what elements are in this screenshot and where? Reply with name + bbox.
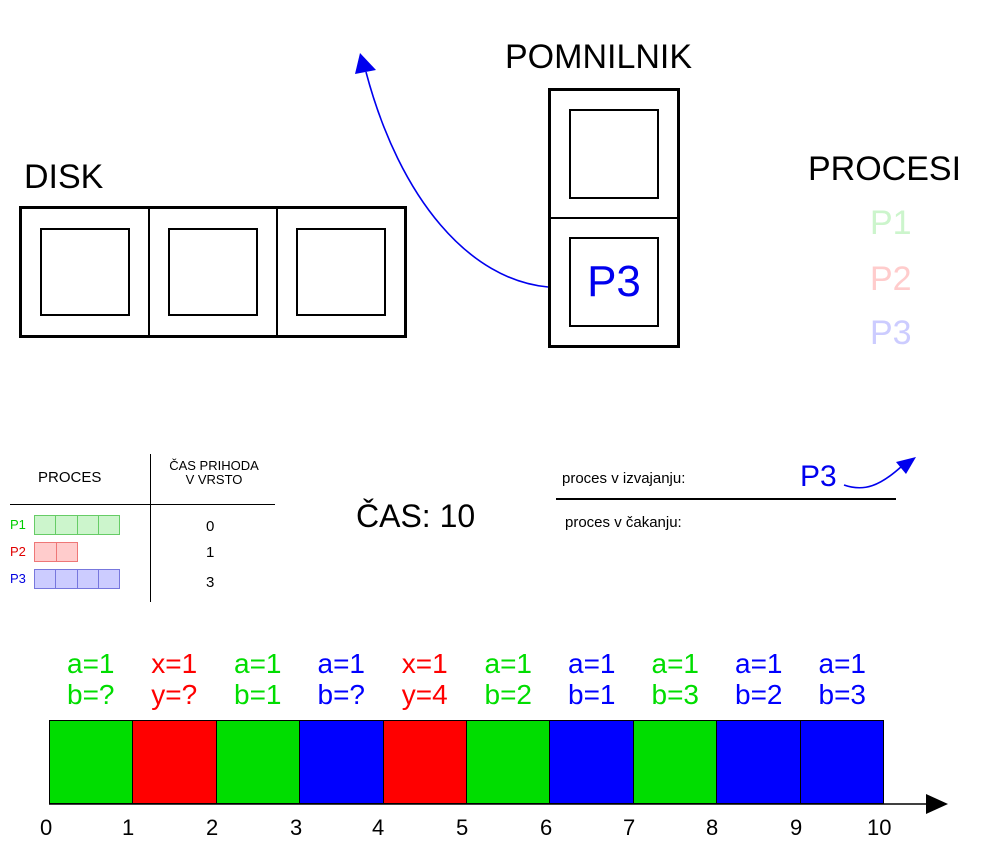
- table-row-burst: [34, 542, 78, 562]
- timeline-block: [800, 721, 884, 803]
- timeline-operations: a=1 b=? x=1 y=? a=1 b=1 a=1 b=? x=1 y=4 a=1 b=…: [49, 648, 884, 714]
- timeline-block: [717, 721, 801, 803]
- memory-slot-inner: P3: [569, 237, 659, 327]
- operation-label: a=1 b=1: [568, 648, 616, 710]
- axis-tick: 2: [206, 815, 219, 840]
- axis-tick: 7: [623, 815, 636, 840]
- operation-label: x=1 y=4: [401, 648, 448, 710]
- timeline-block: [633, 721, 718, 803]
- table-row-name: P2: [10, 544, 26, 559]
- processes-legend-title: PROCESI: [808, 150, 962, 188]
- operation-label: a=1 b=2: [735, 648, 783, 710]
- table-vertical-rule: [150, 454, 151, 602]
- clock: ČAS: 10: [356, 498, 476, 534]
- axis-tick: 5: [456, 815, 469, 840]
- scheduler-divider: [556, 498, 896, 500]
- disk-title: DISK: [24, 158, 104, 196]
- axis-tick: 9: [790, 815, 803, 840]
- processes-legend-p2: P2: [870, 260, 912, 298]
- disk-slot: [150, 209, 278, 335]
- running-process: P3: [800, 460, 837, 493]
- timeline-block: [383, 721, 468, 803]
- table-row-name: P3: [10, 571, 26, 586]
- table-horizontal-rule: [10, 504, 275, 505]
- timeline-block: [50, 721, 134, 803]
- table-row-name: P1: [10, 517, 26, 532]
- disk-slot-inner: [168, 228, 258, 316]
- timeline-block: [216, 721, 301, 803]
- processes-legend-p1: P1: [870, 204, 912, 242]
- axis-tick: 6: [540, 815, 553, 840]
- axis-tick: 10: [867, 815, 892, 840]
- memory-slot-process: P3: [587, 257, 641, 306]
- memory-title: POMNILNIK: [505, 38, 693, 76]
- disk-slot: [278, 209, 404, 335]
- disk: [19, 206, 407, 338]
- table-row-burst: [34, 569, 120, 589]
- memory: P3: [548, 88, 680, 348]
- running-out-arrow: [843, 457, 916, 489]
- table-header-arrival: ČAS PRIHODA V VRSTO: [169, 458, 259, 487]
- disk-slot: [22, 209, 150, 335]
- timeline-block: [550, 721, 634, 803]
- operation-label: a=1 b=2: [484, 648, 533, 710]
- operation-label: a=1 b=?: [317, 648, 366, 710]
- disk-slot-inner: [40, 228, 130, 316]
- table-row-burst: [34, 515, 120, 535]
- memory-slot: P3: [551, 219, 677, 345]
- table-header-process: PROCES: [38, 469, 102, 486]
- memory-slot-inner: [569, 109, 659, 199]
- running-label: proces v izvajanju:: [562, 470, 686, 487]
- waiting-label: proces v čakanju:: [565, 514, 682, 531]
- table-row-arrival: 0: [206, 518, 215, 535]
- table-row-arrival: 1: [206, 544, 215, 561]
- memory-slot: [551, 91, 677, 219]
- axis-tick: 0: [40, 815, 53, 840]
- timeline-block: [300, 721, 384, 803]
- table-row-arrival: 3: [206, 574, 215, 591]
- operation-label: a=1 b=1: [234, 648, 282, 710]
- timeline-block: [133, 721, 217, 803]
- operation-label: a=1 b=3: [818, 648, 867, 710]
- operation-label: a=1 b=?: [67, 648, 115, 710]
- processes-legend-p3: P3: [870, 314, 912, 352]
- operation-label: x=1 y=?: [151, 648, 198, 710]
- timeline-block: [467, 721, 551, 803]
- axis-tick: 8: [706, 815, 719, 840]
- disk-slot-inner: [296, 228, 386, 316]
- operation-label: a=1 b=3: [651, 648, 700, 710]
- axis-tick: 4: [372, 815, 385, 840]
- timeline-bar: [49, 720, 884, 804]
- time-axis: [49, 794, 948, 814]
- axis-tick: 1: [122, 815, 135, 840]
- axis-tick: 3: [290, 815, 303, 840]
